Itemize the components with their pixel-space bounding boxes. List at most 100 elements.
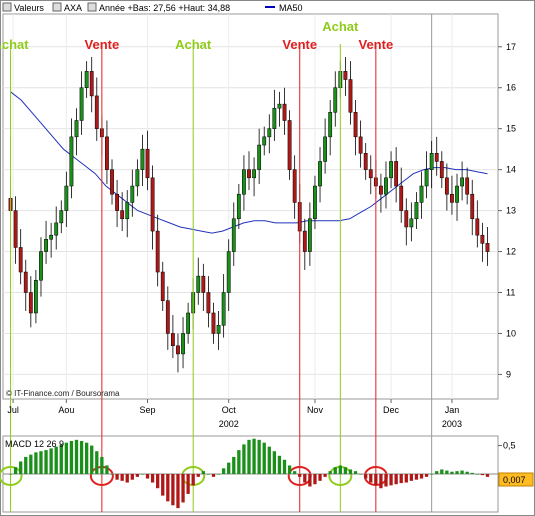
macd-bars: 0,5: [3, 438, 516, 509]
macd-bar: [100, 456, 104, 474]
candle-body: [226, 251, 231, 293]
macd-bar: [450, 471, 454, 474]
legend-valeurs: Valeurs: [14, 3, 44, 13]
macd-bar: [328, 471, 332, 474]
macd-bar: [308, 474, 312, 487]
x-tick-label: Jul: [7, 405, 19, 415]
macd-bar: [34, 452, 38, 474]
candle-body: [307, 218, 312, 252]
macd-bar: [379, 474, 383, 489]
candle-body: [460, 177, 464, 187]
macd-bar: [480, 474, 485, 476]
candle-body: [155, 230, 160, 273]
macd-bar: [333, 467, 337, 474]
macd-bar: [44, 450, 48, 474]
candle-body: [404, 210, 409, 228]
signal-circle-achat: [0, 466, 23, 486]
y-tick-label: 9: [506, 369, 511, 379]
legend-range: Année +Bas: 27,56 +Haut: 34,88: [99, 3, 230, 13]
macd-bar: [303, 474, 307, 483]
candle-body: [165, 300, 170, 334]
copyright: © IT-Finance.com / Boursorama: [6, 389, 120, 398]
macd-bar: [181, 474, 185, 503]
candle-body: [358, 136, 363, 154]
legend-swatch-axa: [52, 2, 62, 12]
candle-body: [221, 292, 226, 326]
macd-bar: [54, 446, 58, 474]
candle-body: [74, 120, 79, 138]
macd-bar: [298, 474, 302, 477]
macd-value-text: 0,007: [503, 475, 526, 485]
macd-bar: [161, 474, 165, 496]
macd-bar: [49, 448, 53, 474]
macd-bar: [64, 442, 68, 474]
candle-body: [110, 169, 114, 195]
macd-bar: [485, 474, 490, 477]
macd-bar: [419, 474, 424, 479]
macd-bar: [282, 459, 287, 474]
macd-bar: [343, 467, 348, 474]
candle-body: [231, 218, 236, 252]
macd-bar: [313, 474, 317, 485]
macd-bar: [24, 456, 28, 474]
candle-body: [89, 71, 94, 97]
candle-body: [64, 185, 69, 211]
candle-body: [409, 218, 414, 228]
candle-body: [419, 185, 424, 203]
signal-label-vente: Vente: [358, 37, 393, 52]
candle-body: [39, 251, 43, 281]
macd-bar: [216, 474, 221, 475]
macd-bar: [455, 471, 459, 474]
candle-body: [379, 185, 383, 195]
macd-bar: [257, 439, 261, 474]
candle-body: [389, 161, 393, 179]
signal-label-achat: Achat: [175, 37, 212, 52]
macd-bar: [465, 471, 469, 474]
y-tick-label: 12: [506, 247, 516, 257]
macd-bar: [435, 471, 439, 474]
year-label: 2002: [219, 419, 239, 429]
y-tick-label: 17: [506, 42, 516, 52]
candle-body: [399, 185, 404, 211]
macd-bar: [277, 455, 282, 474]
macd-bar: [171, 474, 175, 506]
candle-body: [186, 312, 191, 334]
candle-body: [302, 230, 307, 252]
x-tick-label: Dec: [383, 405, 400, 415]
y-tick-label: 10: [506, 328, 516, 338]
x-tick-label: Oct: [222, 405, 237, 415]
candle-body: [292, 169, 297, 203]
candle-body: [135, 169, 140, 187]
candle-body: [343, 71, 348, 80]
y-tick-label: 14: [506, 165, 516, 175]
candle-body: [69, 136, 74, 187]
candle-body: [450, 193, 454, 203]
macd-bar: [90, 445, 94, 474]
macd-bar: [186, 474, 190, 494]
macd-bar: [115, 474, 119, 480]
candle-body: [348, 79, 353, 113]
candle-body: [439, 161, 444, 179]
macd-bar: [470, 472, 474, 474]
candle-body: [160, 271, 165, 301]
macd-bar: [242, 444, 246, 474]
legend-swatch-valeurs: [2, 2, 12, 12]
candle-body: [465, 177, 470, 195]
macd-bar: [125, 474, 129, 483]
macd-bar: [348, 469, 353, 474]
macd-bar: [323, 474, 327, 477]
macd-bar: [394, 474, 398, 485]
macd-bar: [247, 439, 251, 474]
y-tick-label: 16: [506, 83, 516, 93]
candle-body: [424, 169, 429, 187]
x-tick-label: Jan: [445, 405, 460, 415]
macd-bar: [130, 474, 134, 480]
candle-body: [313, 185, 317, 220]
macd-value-badge: [498, 472, 534, 487]
candle-body: [120, 210, 125, 220]
candle-body: [444, 177, 449, 195]
macd-bar: [287, 465, 292, 474]
candle-body: [236, 193, 241, 220]
macd-bar: [237, 450, 241, 474]
macd-bar: [29, 454, 33, 474]
